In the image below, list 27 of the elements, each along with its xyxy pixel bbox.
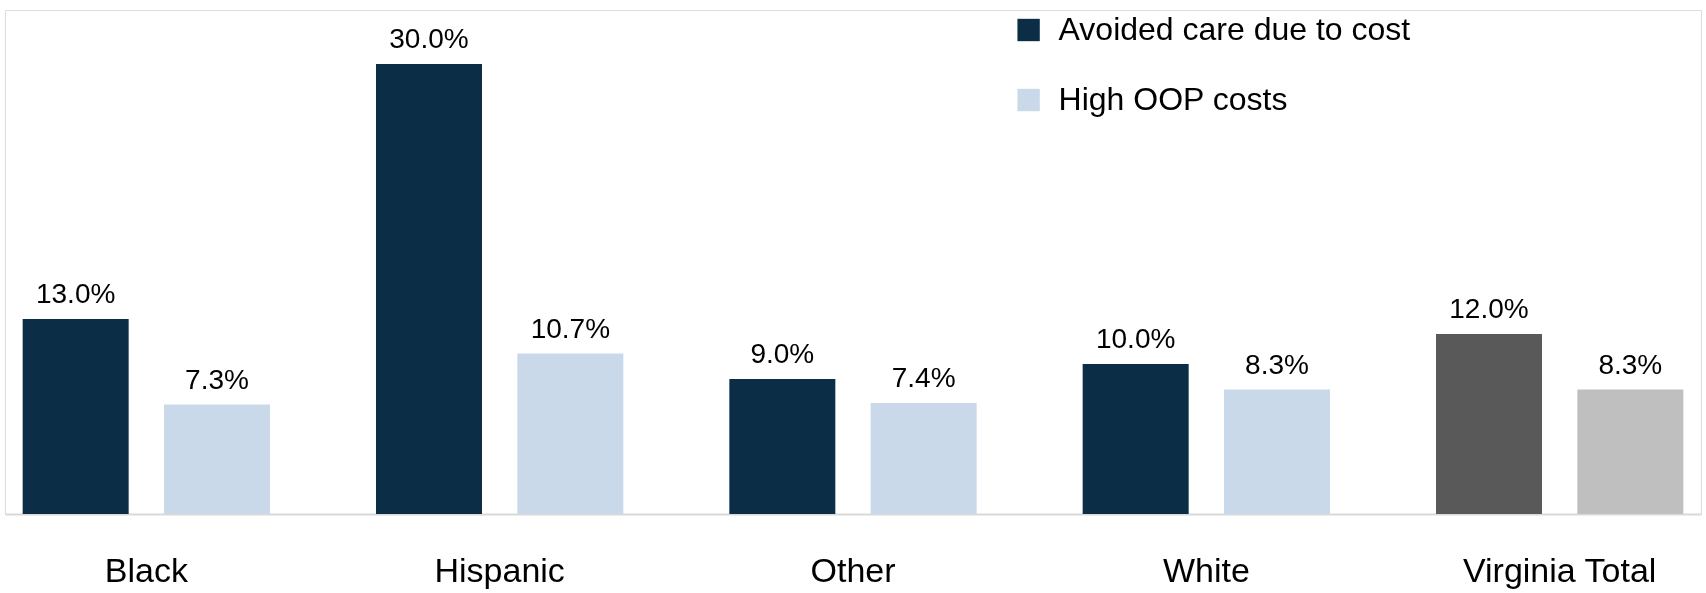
x-tick-label: Other [810, 550, 896, 589]
x-tick-label: Virginia Total [1462, 550, 1657, 589]
data-label: 7.3% [185, 363, 249, 395]
bar [1224, 389, 1330, 514]
data-label: 12.0% [1449, 293, 1529, 324]
bar [1577, 389, 1684, 514]
bar [22, 319, 129, 514]
data-label: 7.4% [891, 362, 956, 393]
x-tick-label: Hispanic [434, 550, 565, 589]
x-tick-label: White [1162, 550, 1250, 589]
data-label: 13.0% [35, 278, 116, 309]
bar [376, 64, 482, 514]
bar [729, 379, 836, 514]
data-label: 9.0% [750, 338, 815, 369]
bar [1436, 334, 1542, 514]
legend-label: Avoided care due to cost [1058, 11, 1411, 47]
data-label: 10.7% [530, 312, 611, 344]
data-label: 30.0% [389, 23, 469, 54]
data-label: 10.0% [1095, 323, 1176, 354]
bar [517, 353, 624, 514]
bar [870, 403, 977, 514]
data-label: 8.3% [1598, 348, 1663, 380]
legend-label: High OOP costs [1058, 81, 1288, 117]
data-label: 8.3% [1245, 348, 1309, 380]
bar [164, 404, 270, 514]
bar [1082, 364, 1189, 514]
x-tick-label: Black [104, 550, 189, 589]
